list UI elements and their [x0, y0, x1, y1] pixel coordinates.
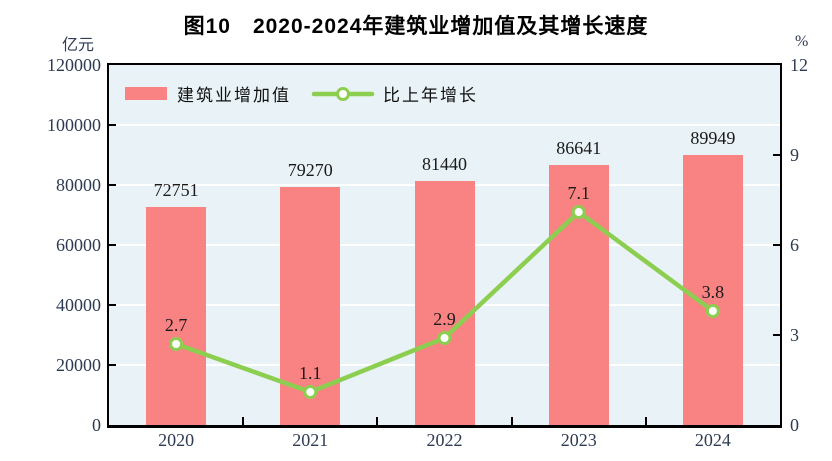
line-value-label: 1.1: [299, 363, 322, 383]
legend: 建筑业增加值 比上年增长: [125, 81, 478, 106]
x-axis-label-2024: 2024: [694, 430, 731, 450]
bar-value-label: 89949: [690, 128, 736, 149]
x-axis-tick: [376, 417, 379, 425]
left-axis-tick-label: 100000: [47, 115, 101, 135]
x-axis-label-2022: 2022: [426, 430, 463, 450]
line-value-label: 3.8: [701, 282, 725, 302]
line-point-marker: [571, 205, 586, 219]
legend-line-marker-icon: [311, 86, 375, 101]
left-axis-tick-label: 60000: [56, 235, 101, 255]
x-axis-tick: [644, 417, 647, 425]
right-axis-unit: %: [795, 33, 809, 50]
bar-value-label: 86641: [556, 138, 602, 159]
left-axis-tick: [109, 244, 116, 246]
gridline: [109, 124, 780, 126]
x-axis-tick: [242, 417, 245, 425]
x-axis-label-2023: 2023: [560, 430, 597, 450]
bar-2022: [414, 180, 475, 425]
right-axis-tick-label: 6: [790, 235, 799, 255]
line-point-marker: [169, 337, 184, 351]
left-axis-tick-label: 20000: [56, 355, 101, 375]
right-axis-tick-label: 12: [790, 55, 808, 75]
left-axis-tick-label: 80000: [56, 175, 101, 195]
left-axis-tick-label: 120000: [47, 55, 101, 75]
legend-bar-label: 建筑业增加值: [177, 86, 291, 105]
growth-line: [173, 209, 716, 395]
left-axis-unit: 亿元: [61, 37, 94, 54]
bar-2024: [682, 155, 743, 425]
bar-value-label: 79270: [287, 160, 333, 181]
x-axis-tick: [510, 417, 513, 425]
line-value-label: 2.7: [164, 315, 188, 335]
left-axis-tick: [109, 184, 116, 186]
left-axis-tick-label: 0: [92, 415, 101, 435]
right-axis-tick-label: 9: [790, 145, 799, 165]
plot-area: 建筑业增加值 比上年增长 72751 79270 81440 86641 89949 2.…: [107, 63, 782, 428]
right-axis-tick-label: 3: [790, 325, 799, 345]
left-axis-tick: [109, 124, 116, 126]
right-axis-tick: [773, 334, 780, 336]
line-value-label: 2.9: [433, 309, 456, 329]
left-axis-tick: [109, 364, 116, 366]
chart-title: 图10 2020-2024年建筑业增加值及其增长速度: [183, 15, 649, 38]
legend-line-label: 比上年增长: [383, 86, 478, 105]
left-axis-tick-label: 40000: [56, 295, 101, 315]
legend-bar-swatch: [125, 87, 167, 100]
right-axis-tick: [773, 244, 780, 246]
x-axis-label-2021: 2021: [292, 430, 329, 450]
left-axis-tick: [109, 304, 116, 306]
growth-line-layer: [169, 205, 720, 399]
line-point-marker: [705, 304, 720, 318]
bar-2020: [146, 206, 207, 425]
bar-value-label: 81440: [422, 153, 467, 174]
line-point-marker: [437, 331, 452, 345]
right-axis-tick-label: 0: [790, 415, 799, 435]
bar-value-label: 72751: [153, 179, 199, 200]
line-point-marker: [303, 385, 318, 399]
x-axis-label-2020: 2020: [158, 430, 195, 450]
line-value-label: 7.1: [567, 183, 590, 203]
right-axis-tick: [773, 154, 780, 156]
